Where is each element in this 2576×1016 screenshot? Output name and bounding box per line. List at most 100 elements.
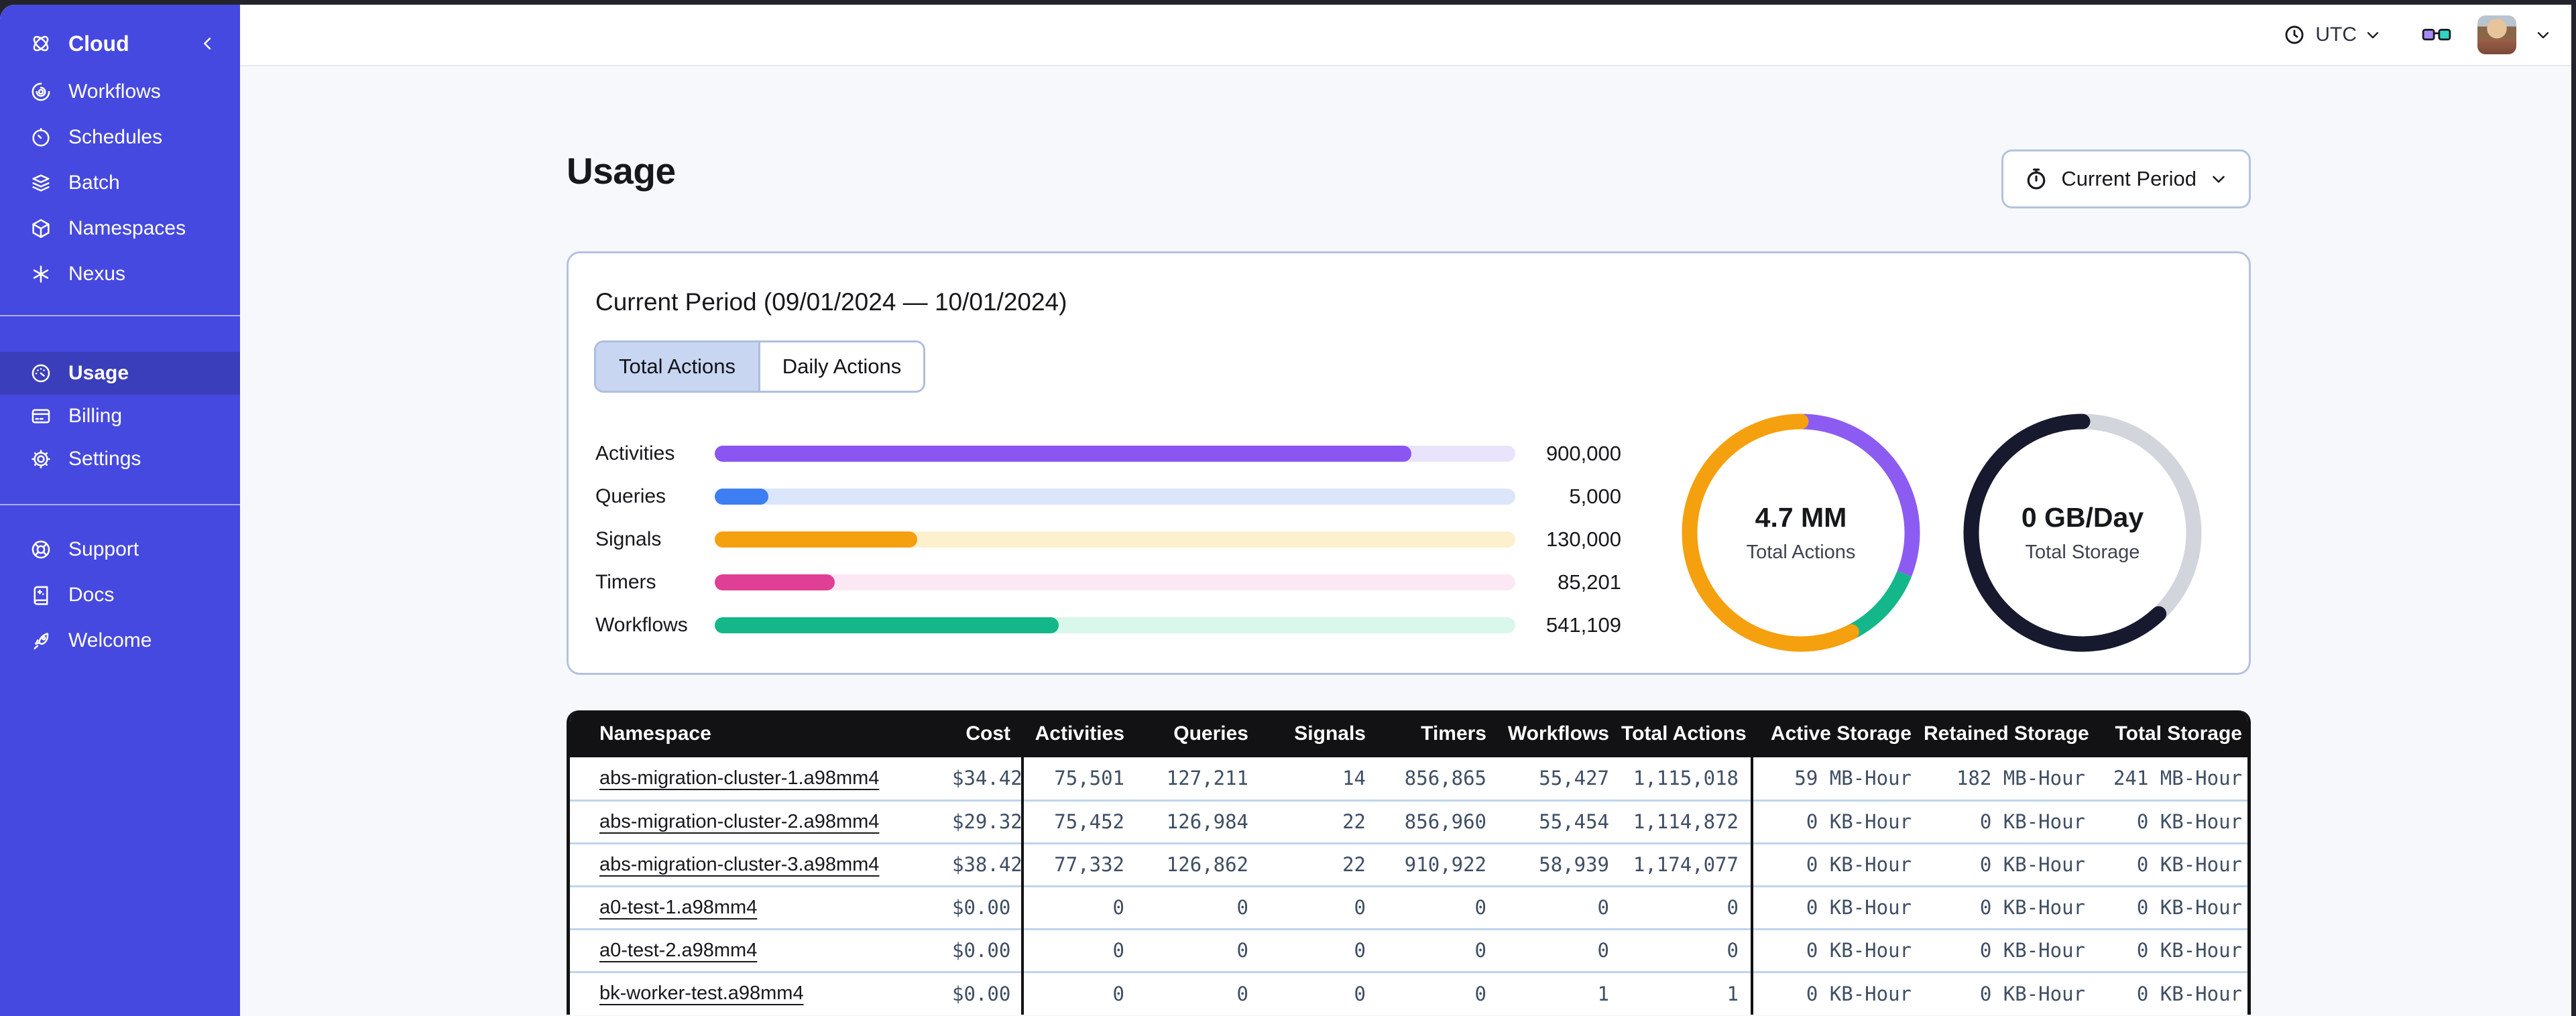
namespace-link[interactable]: a0-test-1.a98mm4 xyxy=(599,896,758,918)
window-edge-top xyxy=(0,0,2576,5)
value-cell: 58,939 xyxy=(1499,842,1621,886)
namespace-cell: abs-migration-cluster-3.a98mm4 xyxy=(570,842,952,886)
value-cell: 0 KB-Hour xyxy=(2097,885,2247,929)
brand-label: Cloud xyxy=(68,31,129,56)
tab-daily-actions[interactable]: Daily Actions xyxy=(758,342,923,391)
glasses-icon xyxy=(2422,28,2451,41)
value-cell: 0 xyxy=(1022,885,1136,929)
bar-track xyxy=(715,617,1515,633)
value-cell: 1 xyxy=(1499,970,1621,1015)
sidebar-item-batch[interactable]: Batch xyxy=(0,160,240,206)
column-header: Signals xyxy=(1261,710,1378,757)
donut-value: 4.7 MM xyxy=(1755,502,1847,533)
value-cell: 0 xyxy=(1022,928,1136,972)
tab-total-actions[interactable]: Total Actions xyxy=(596,342,758,391)
value-cell: 0 xyxy=(1499,885,1621,929)
value-cell: 0 KB-Hour xyxy=(2097,799,2247,843)
value-cell: 14 xyxy=(1261,757,1378,800)
sidebar-item-support[interactable]: Support xyxy=(0,527,240,572)
table-row: a0-test-2.a98mm4 $0.00 0 0 0 0 0 0 0 KB-Hour 0 KB… xyxy=(570,928,2247,972)
sidebar-item-nexus[interactable]: Nexus xyxy=(0,251,240,297)
value-cell: 0 xyxy=(1261,885,1378,929)
sidebar-item-namespaces[interactable]: Namespaces xyxy=(0,206,240,251)
value-cell: 182 MB-Hour xyxy=(1924,757,2097,800)
bar-track xyxy=(715,574,1515,590)
bar-value: 541,109 xyxy=(1545,613,1621,637)
period-select-button[interactable]: Current Period xyxy=(2001,149,2251,208)
account-menu-chevron-icon[interactable] xyxy=(2534,25,2553,44)
table-row: abs-migration-cluster-1.a98mm4 $34.42 75,5… xyxy=(570,757,2247,800)
bar-fill xyxy=(715,531,918,548)
sidebar-item-docs[interactable]: Docs xyxy=(0,572,240,618)
value-cell: 0 xyxy=(1378,928,1499,972)
value-cell: 1,114,872 xyxy=(1621,799,1753,843)
namespace-usage-table: Namespace Cost Activities Queries Signals Tim… xyxy=(567,710,2251,1015)
timezone-label: UTC xyxy=(2315,23,2357,46)
namespace-cell: abs-migration-cluster-2.a98mm4 xyxy=(570,799,952,843)
batch-icon xyxy=(32,174,50,192)
sidebar-item-settings[interactable]: Settings xyxy=(0,438,240,481)
bar-category-label: Signals xyxy=(595,528,662,550)
namespace-link[interactable]: abs-migration-cluster-3.a98mm4 xyxy=(599,853,880,875)
value-cell: 0 KB-Hour xyxy=(1752,842,1924,886)
table-row: abs-migration-cluster-2.a98mm4 $29.32 75,4… xyxy=(570,799,2247,843)
sidebar-item-schedules[interactable]: Schedules xyxy=(0,115,240,160)
bar-fill xyxy=(715,489,768,505)
value-cell: 0 xyxy=(1378,970,1499,1015)
table-row: bk-worker-test.a98mm4 $0.00 0 0 0 0 1 1 0 KB-Hou… xyxy=(570,970,2247,1015)
column-header: Queries xyxy=(1136,710,1261,757)
namespace-link[interactable]: abs-migration-cluster-2.a98mm4 xyxy=(599,810,880,832)
value-cell: 0 KB-Hour xyxy=(1752,799,1924,843)
bar-fill xyxy=(715,574,835,590)
bar-value: 85,201 xyxy=(1558,570,1621,594)
namespaces-icon xyxy=(32,218,50,239)
bar-track xyxy=(715,531,1515,548)
avatar[interactable] xyxy=(2477,15,2516,54)
namespace-link[interactable]: a0-test-2.a98mm4 xyxy=(599,939,758,961)
value-cell: 0 xyxy=(1261,970,1378,1015)
value-cell: 0 KB-Hour xyxy=(1752,928,1924,972)
namespace-link[interactable]: abs-migration-cluster-1.a98mm4 xyxy=(599,767,880,789)
bar-row: Timers 85,201 xyxy=(595,561,1621,604)
donut-value: 0 GB/Day xyxy=(2021,502,2144,533)
value-cell: 0 xyxy=(1136,970,1261,1015)
collapse-sidebar-icon[interactable] xyxy=(198,34,217,53)
column-header: Cost xyxy=(952,710,1022,757)
bar-category-label: Activities xyxy=(595,442,675,464)
sidebar-divider xyxy=(0,504,240,505)
value-cell: 59 MB-Hour xyxy=(1752,757,1924,800)
value-cell: 75,501 xyxy=(1022,757,1136,800)
chevron-down-icon xyxy=(2367,31,2379,39)
timezone-dropdown[interactable]: UTC xyxy=(2283,23,2382,46)
card-title: Current Period (09/01/2024 — 10/01/2024) xyxy=(595,288,1067,316)
column-header: Retained Storage xyxy=(1924,710,2097,757)
value-cell: 0 xyxy=(1022,970,1136,1015)
bar-track xyxy=(715,446,1515,462)
clock-icon xyxy=(2285,25,2304,44)
sidebar-item-usage[interactable]: Usage xyxy=(0,352,240,395)
sidebar-item-workflows[interactable]: Workflows xyxy=(0,69,240,115)
app-window: Cloud Workflows Schedules xyxy=(0,5,2571,1016)
column-header: Total Storage xyxy=(2097,710,2247,757)
support-lifebuoy-icon xyxy=(32,540,50,559)
welcome-rocket-icon xyxy=(34,633,49,649)
docs-book-icon xyxy=(34,586,48,605)
column-header: Total Actions xyxy=(1621,710,1752,757)
value-cell: 0 KB-Hour xyxy=(2097,842,2247,886)
namespace-link[interactable]: bk-worker-test.a98mm4 xyxy=(599,982,804,1005)
value-cell: 0 KB-Hour xyxy=(1924,885,2097,929)
value-cell: 75,452 xyxy=(1022,799,1136,843)
value-cell: $34.42 xyxy=(952,757,1024,800)
value-cell: 241 MB-Hour xyxy=(2097,757,2247,800)
value-cell: 0 xyxy=(1378,885,1499,929)
page-title: Usage xyxy=(567,150,676,192)
value-cell: 127,211 xyxy=(1136,757,1261,800)
value-cell: 0 xyxy=(1136,885,1261,929)
bar-category-label: Queries xyxy=(595,485,666,507)
bar-row: Workflows 541,109 xyxy=(595,604,1621,647)
labs-glasses-button[interactable] xyxy=(2421,23,2452,46)
column-header: Active Storage xyxy=(1752,710,1924,757)
sidebar-item-welcome[interactable]: Welcome xyxy=(0,618,240,663)
temporal-logo-icon xyxy=(33,36,49,52)
sidebar-item-billing[interactable]: Billing xyxy=(0,395,240,438)
